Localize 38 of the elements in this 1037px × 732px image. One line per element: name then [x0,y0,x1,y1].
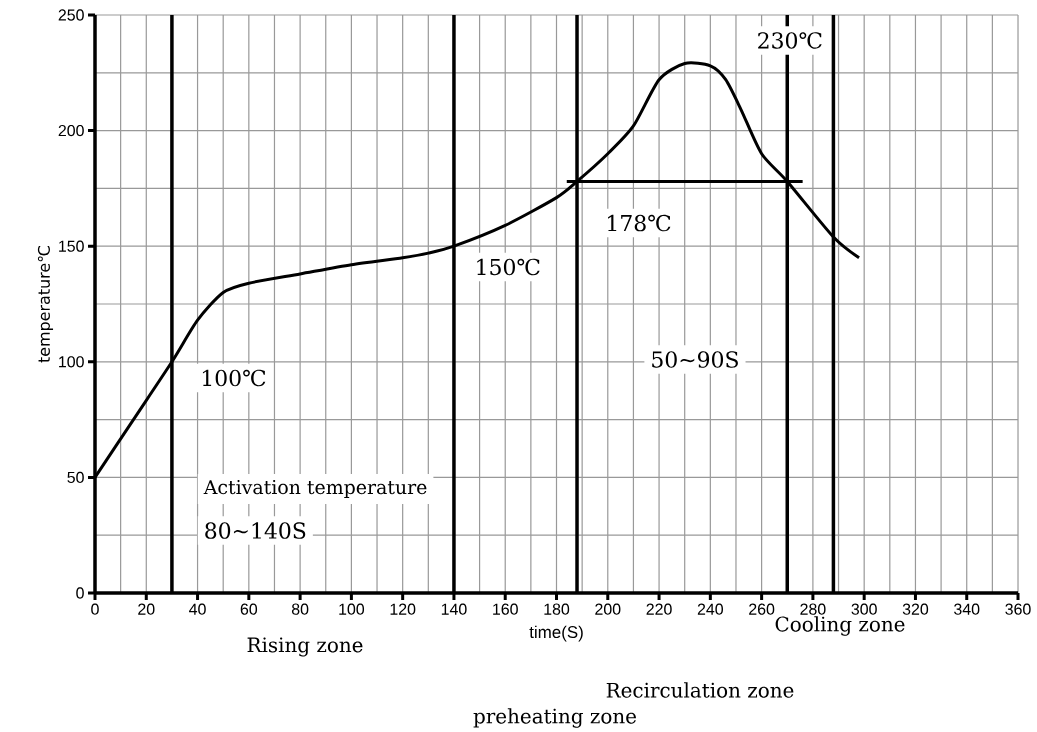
text: Rising zone [247,637,363,657]
x-tick-label: 260 [749,603,775,615]
text: preheating zone [473,708,636,728]
annotation: Activation temperature [203,480,427,498]
x-tick-label: 240 [697,603,723,615]
y-tick-label: 0 [76,587,84,599]
annotation: 100℃ [202,369,266,387]
y-tick-label: 150 [59,240,84,252]
x-tick-label: 200 [595,603,621,615]
x-tick-label: 140 [441,603,467,615]
annotation: 178℃ [608,214,671,232]
x-tick-label: 340 [954,603,980,615]
x-tick-label: 160 [493,603,518,615]
x-axis-title: time(S) [529,625,583,642]
text: Cooling zone [775,616,905,636]
x-tick-label: 100 [339,603,365,615]
x-tick-label: 40 [189,603,206,615]
x-tick-label: 300 [851,603,877,615]
y-tick-label: 200 [58,124,84,137]
x-tick-label: 220 [646,603,672,615]
x-tick-label: 360 [1005,603,1031,615]
annotation: 230℃ [758,32,822,49]
x-tick-label: 20 [138,603,155,615]
y-axis-title: temperature℃ [37,246,54,363]
annotation: 150℃ [477,258,540,276]
x-tick-label: 120 [390,603,416,615]
text: Recirculation zone [606,682,794,698]
y-tick-label: 250 [58,9,84,21]
y-tick-label: 100 [59,356,84,368]
annotation: 80~140S [205,522,306,539]
annotation: 50~90S [652,351,738,368]
x-tick-label: 80 [291,603,309,615]
x-tick-label: 0 [91,603,99,615]
x-tick-label: 320 [902,603,929,615]
x-tick-label: 60 [240,603,258,615]
y-tick-label: 50 [67,471,84,484]
x-tick-label: 280 [800,603,826,615]
x-tick-label: 180 [544,603,570,615]
